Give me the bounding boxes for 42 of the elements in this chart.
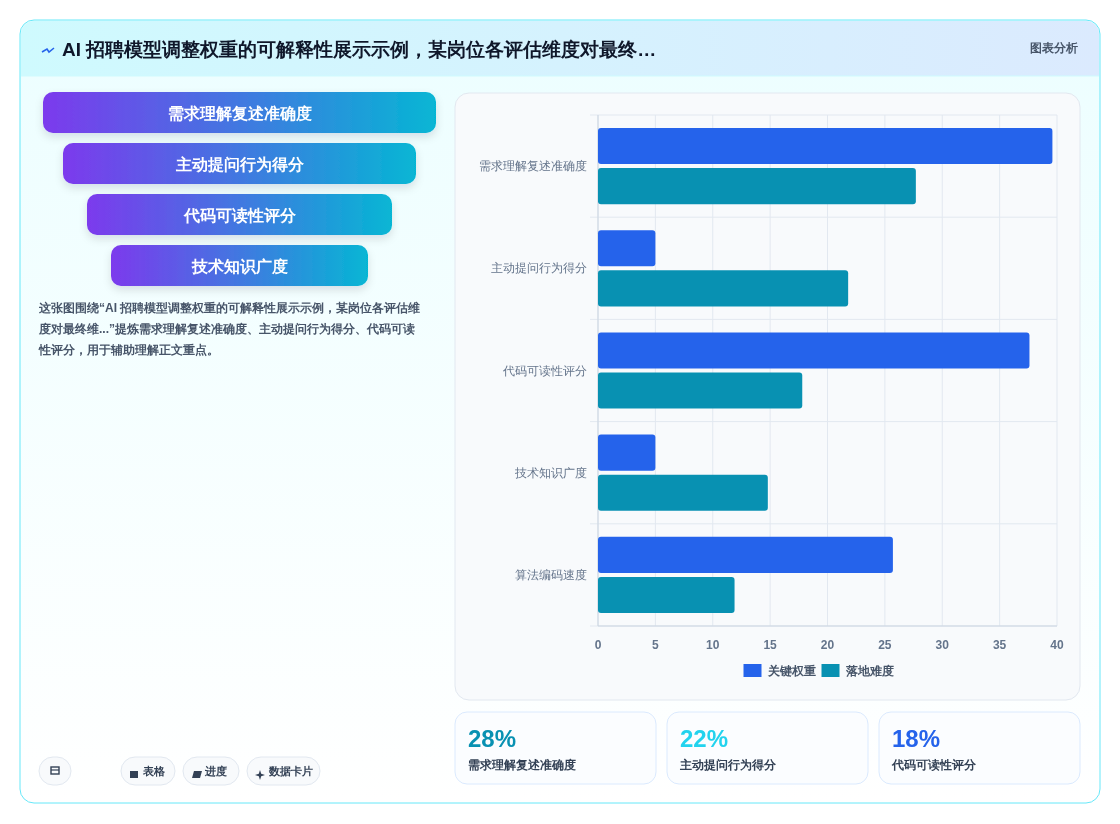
bar <box>598 474 768 511</box>
text: 代码可读性评分 <box>182 207 297 224</box>
text: 表格 <box>142 765 166 777</box>
text: 代码可读性评分 <box>891 758 977 772</box>
bar <box>598 230 656 267</box>
text: 18% <box>892 725 941 752</box>
y-tick-label: 算法编码速度 <box>515 567 587 582</box>
legend-label: 关键权重 <box>766 664 816 678</box>
x-tick-label: 40 <box>1050 638 1064 652</box>
x-tick-label: 20 <box>820 638 835 652</box>
bar <box>598 434 656 471</box>
x-tick-label: 30 <box>935 638 950 652</box>
text: 进度 <box>204 765 227 777</box>
text: 需求理解复述准确度 <box>468 758 576 772</box>
y-tick-label: 技术知识广度 <box>514 465 587 480</box>
text: 需求理解复述准确度 <box>167 104 312 122</box>
x-tick-label: 35 <box>992 638 1007 652</box>
bar <box>598 332 1030 369</box>
text: 图表分析 <box>1030 41 1078 55</box>
y-tick-label: 主动提问行为得分 <box>491 261 587 276</box>
x-tick-label: 25 <box>878 638 892 652</box>
legend-label: 落地难度 <box>844 664 894 678</box>
y-tick-label: 需求理解复述准确度 <box>479 159 587 174</box>
text: 28% <box>468 725 517 752</box>
bar <box>598 536 893 573</box>
y-tick-label: 代码可读性评分 <box>502 363 587 378</box>
text: 这张图围绕“AI 招聘模型调整权重的可解释性展示示例，某岗位各评估维度对最终维...”提炼需求理解复述准确度、主动提问行为得分、代码可读性评分，用于辅助理解正文重点。 <box>38 301 421 357</box>
text: 技术知识广度 <box>190 257 288 275</box>
bar <box>598 576 735 613</box>
text: 主动提问行为得分 <box>174 155 305 173</box>
x-tick-label: 0 <box>594 638 602 652</box>
bar <box>598 128 1053 165</box>
text: AI 招聘模型调整权重的可解释性展示示例，某岗位各评估维度对最终… <box>62 39 657 60</box>
text: 主动提问行为得分 <box>679 758 777 772</box>
x-tick-label: 5 <box>652 638 660 652</box>
x-tick-label: 10 <box>706 638 720 652</box>
bar <box>598 372 803 409</box>
text: 数据卡片 <box>268 765 313 777</box>
bar <box>598 168 916 205</box>
text: 22% <box>680 725 729 752</box>
bar <box>598 270 849 307</box>
x-tick-label: 15 <box>763 638 778 652</box>
